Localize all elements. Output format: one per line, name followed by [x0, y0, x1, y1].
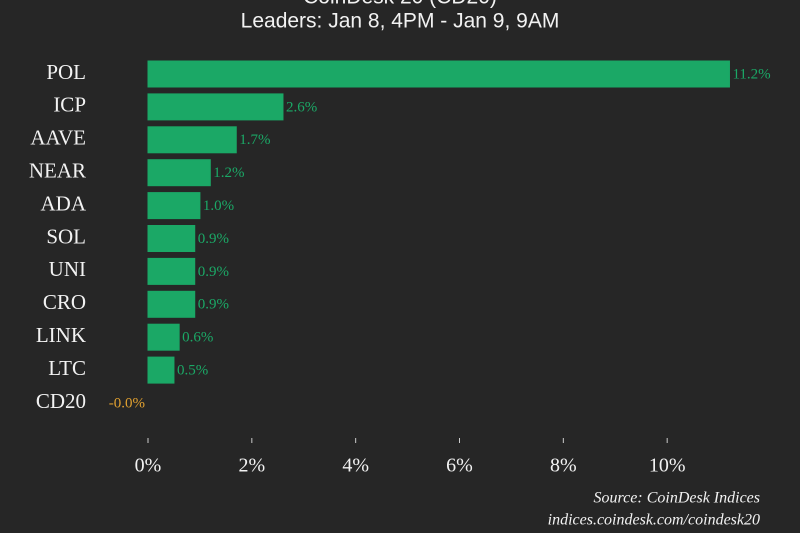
value-label: 0.9%	[198, 297, 229, 313]
chart-title: CoinDesk 20 (CD20)	[303, 0, 497, 9]
value-label: 1.7%	[239, 132, 270, 148]
source-url: indices.coindesk.com/coindesk20	[548, 512, 760, 529]
x-tick-label: 10%	[649, 455, 686, 477]
value-label: 0.5%	[177, 363, 208, 379]
value-label: 1.2%	[213, 165, 244, 181]
value-label: 0.9%	[198, 231, 229, 247]
y-tick-label: CD20	[36, 389, 86, 413]
y-tick-label: SOL	[46, 224, 86, 248]
value-label: -0.0%	[109, 395, 145, 411]
bar	[147, 159, 211, 187]
bar	[147, 93, 284, 121]
value-label: 0.6%	[182, 330, 213, 346]
bar	[147, 192, 201, 220]
source: Source: CoinDesk Indices	[594, 490, 760, 507]
chart-subtitle: Leaders: Jan 8, 4PM - Jan 9, 9AM	[241, 10, 560, 33]
value-label: 1.0%	[203, 198, 234, 214]
bar	[147, 290, 196, 318]
y-tick-label: LTC	[48, 356, 86, 380]
y-tick-label: CRO	[43, 290, 86, 314]
x-tick-label: 2%	[238, 455, 265, 477]
y-tick-label: ICP	[53, 93, 86, 117]
bar	[147, 257, 196, 285]
y-tick-label: LINK	[36, 323, 86, 347]
value-label: 11.2%	[732, 66, 770, 82]
y-tick-label: UNI	[49, 257, 86, 281]
bar	[147, 225, 196, 252]
bar	[147, 356, 175, 384]
value-label: 2.6%	[286, 99, 317, 115]
y-tick-label: AAVE	[30, 126, 86, 150]
x-tick-label: 8%	[550, 455, 577, 477]
bar	[147, 60, 730, 88]
x-tick-label: 0%	[135, 455, 162, 477]
bar	[147, 126, 237, 154]
bar	[147, 323, 180, 351]
value-label: 0.9%	[198, 264, 229, 280]
x-tick-label: 4%	[342, 455, 369, 477]
y-tick-label: ADA	[41, 191, 87, 215]
y-tick-label: NEAR	[29, 159, 86, 183]
y-tick-label: POL	[46, 60, 86, 84]
x-tick-label: 6%	[446, 455, 473, 477]
